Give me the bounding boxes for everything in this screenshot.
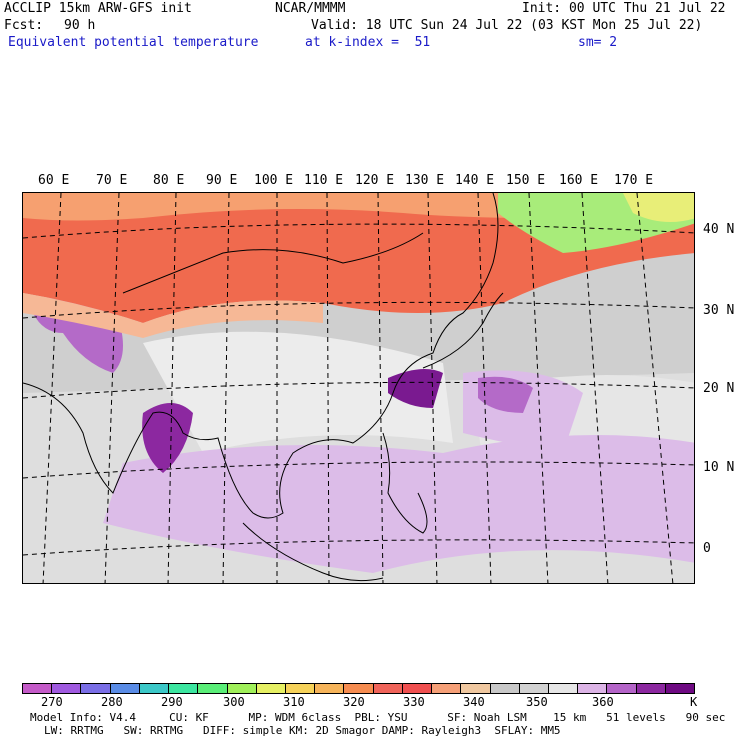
lat-label: 40 N (703, 222, 735, 237)
colorbar-swatch (344, 684, 374, 693)
lon-line (477, 193, 492, 583)
colorbar-swatch (169, 684, 199, 693)
smoothing-info: sm= 2 (578, 35, 618, 50)
field-salmon-band (23, 293, 323, 338)
coastline-japan (422, 292, 504, 369)
coastline-indonesia (242, 522, 384, 582)
lon-line (427, 193, 438, 583)
colorbar-tick: 330 (403, 695, 425, 709)
coastline-asia (23, 193, 499, 519)
vertical-level: at k-index = 51 (305, 35, 431, 50)
colorbar-swatch (23, 684, 53, 693)
init-time: Init: 00 UTC Thu 21 Jul 22 (522, 1, 726, 16)
colorbar-swatch (519, 684, 549, 693)
field-name: Equivalent potential temperature (8, 35, 259, 50)
lon-label: 60 E (38, 173, 70, 188)
colorbar-tick: 350 (526, 695, 548, 709)
colorbar-swatch (198, 684, 228, 693)
field-purple-core (478, 376, 533, 413)
lon-line (104, 193, 120, 583)
field-purple-core (142, 403, 193, 473)
lat-line-40n (23, 223, 694, 239)
field-light-purple (103, 435, 694, 573)
lon-line (636, 193, 674, 583)
lat-line-30n (23, 301, 694, 319)
border-line (122, 232, 424, 294)
lat-label: 20 N (703, 381, 735, 396)
colorbar-tick: 320 (343, 695, 365, 709)
lat-line-10n (23, 461, 694, 479)
lon-line (222, 193, 230, 583)
colorbar-swatch (373, 684, 403, 693)
map-field (23, 193, 694, 583)
colorbar-swatch (81, 684, 111, 693)
lon-line (581, 193, 609, 583)
footer-model-info: Model Info: V4.4 CU: KF MP: WDM 6class P… (30, 711, 726, 724)
footer-physics-info: LW: RRTMG SW: RRTMG DIFF: simple KM: 2D … (44, 724, 561, 737)
colorbar-tick: 290 (161, 695, 183, 709)
lon-label: 120 E (355, 173, 395, 188)
field-purple-core (388, 369, 443, 408)
colorbar-swatch (607, 684, 637, 693)
colorbar-swatch (139, 684, 170, 693)
lat-line-eq (23, 539, 694, 556)
field-yellow-corner (623, 193, 694, 222)
lat-label: 30 N (703, 303, 735, 318)
lat-label: 0 (703, 541, 711, 556)
colorbar-swatch (315, 684, 345, 693)
lon-label: 70 E (96, 173, 128, 188)
colorbar-swatch (256, 684, 286, 693)
colorbar-swatch (578, 684, 608, 693)
lon-label: 110 E (304, 173, 344, 188)
lat-label: 10 N (703, 460, 735, 475)
colorbar-swatch (227, 684, 257, 693)
lat-line-20n (23, 381, 694, 399)
lon-label: 100 E (254, 173, 294, 188)
forecast-label: Fcst: (4, 18, 44, 33)
forecast-hour: 90 h (64, 18, 96, 33)
lon-label: 160 E (559, 173, 599, 188)
colorbar-tick: 300 (223, 695, 245, 709)
colorbar-swatch (665, 684, 695, 693)
lon-line (377, 193, 384, 583)
colorbar-swatch (490, 684, 520, 693)
colorbar-swatch (432, 684, 462, 693)
field-white-patch (143, 331, 453, 453)
coastline-philippines (382, 432, 428, 534)
lon-label: 130 E (405, 173, 445, 188)
colorbar-tick: 360 (592, 695, 614, 709)
colorbar-swatch (402, 684, 433, 693)
graticule (23, 193, 694, 583)
colorbar-tick: 310 (283, 695, 305, 709)
colorbar-swatch (461, 684, 491, 693)
colorbar (22, 683, 695, 694)
lon-line (528, 193, 549, 583)
lon-label: 140 E (455, 173, 495, 188)
valid-time: Valid: 18 UTC Sun 24 Jul 22 (03 KST Mon … (311, 18, 703, 33)
lon-label: 90 E (206, 173, 238, 188)
lon-label: 150 E (506, 173, 546, 188)
theta-e-map (22, 192, 695, 584)
colorbar-swatch (52, 684, 82, 693)
colorbar-unit: K (690, 695, 698, 709)
colorbar-tick: 280 (101, 695, 123, 709)
colorbar-swatch (548, 684, 579, 693)
coastlines (23, 193, 504, 582)
center-name: NCAR/MMMM (275, 1, 346, 16)
lon-label: 80 E (153, 173, 185, 188)
lon-line (167, 193, 177, 583)
colorbar-swatch (285, 684, 316, 693)
lon-label: 170 E (614, 173, 654, 188)
lon-line (42, 193, 62, 583)
colorbar-tick: 270 (41, 695, 63, 709)
model-title: ACCLIP 15km ARW-GFS init (4, 1, 192, 16)
colorbar-swatch (110, 684, 140, 693)
colorbar-tick: 340 (463, 695, 485, 709)
colorbar-swatch (636, 684, 666, 693)
